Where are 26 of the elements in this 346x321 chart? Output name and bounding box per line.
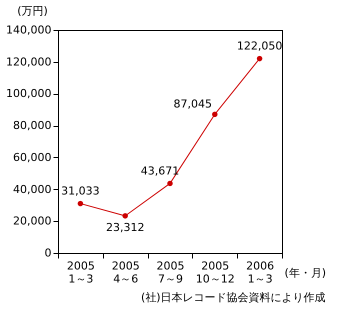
data-label: 31,033: [61, 184, 100, 198]
data-label: 122,050: [236, 40, 282, 53]
x-tick-label: 2006 1～3: [246, 260, 274, 286]
point: [212, 112, 218, 118]
data-label: 87,045: [174, 97, 212, 110]
point: [167, 180, 173, 186]
data-label: 43,671: [140, 164, 180, 178]
x-tick-label: 2005 1～3: [66, 260, 95, 286]
y-tick-label: 140,000: [6, 24, 52, 36]
x-axis-title: (年・月): [284, 266, 326, 280]
y-tick-label: 120,000: [6, 55, 52, 68]
y-tick-label: 60,000: [13, 150, 52, 164]
point: [256, 56, 262, 62]
data-label: 23,312: [106, 220, 144, 234]
y-tick-label: 80,000: [13, 119, 52, 132]
text: (社)日本レコード協会資料により作成: [140, 291, 326, 304]
point: [122, 213, 128, 219]
y-tick-label: 0: [44, 246, 52, 260]
x-tick-label: 2005 4～6: [112, 260, 140, 286]
point: [78, 200, 84, 206]
y-tick-label: 100,000: [6, 87, 52, 100]
x-tick-label: 2005 7～9: [156, 260, 184, 286]
y-tick-label: 40,000: [13, 182, 52, 196]
y-tick-label: 20,000: [13, 214, 52, 228]
y-axis-title: (万円): [17, 4, 48, 18]
x-tick-label: 2005 10～12: [196, 260, 235, 286]
